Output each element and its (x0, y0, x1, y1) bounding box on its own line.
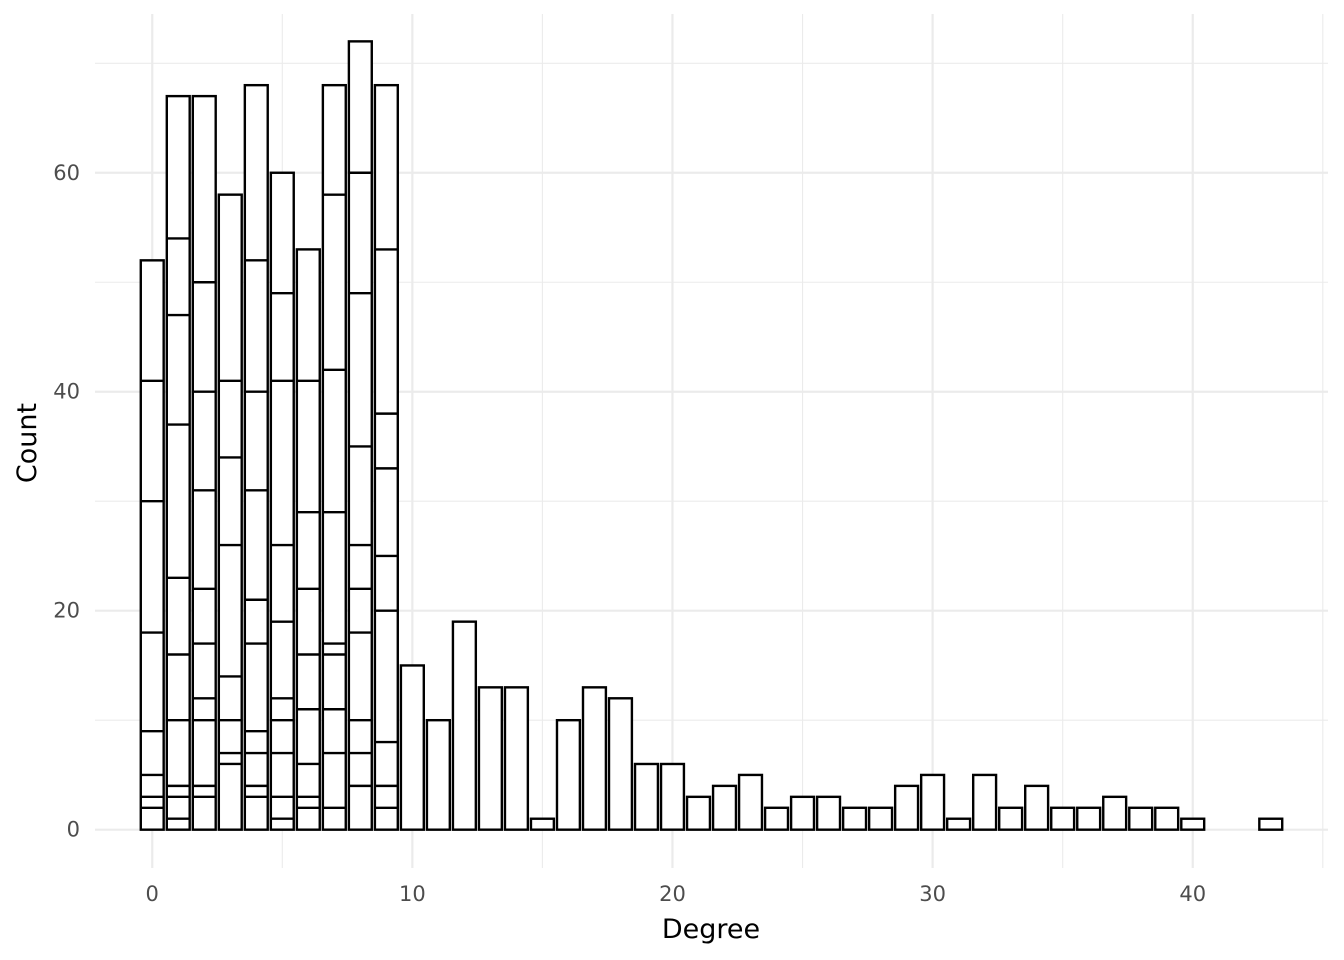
histogram-bar (1154, 806, 1180, 831)
bar-rect (191, 94, 217, 831)
histogram-bar (685, 795, 712, 831)
x-axis-ticks: 0 10 20 30 40 (146, 882, 1207, 906)
bars-layer (139, 40, 1284, 831)
bar-rect (321, 83, 347, 831)
bar-rect (1154, 806, 1180, 831)
bar-rect (425, 718, 452, 831)
bar-rect (373, 83, 399, 831)
bar-rect (815, 795, 842, 831)
bar-rect (269, 171, 295, 831)
bar-rect (503, 686, 530, 831)
bar-rect (971, 773, 998, 831)
bar-rect (399, 664, 426, 831)
histogram-bar (789, 795, 816, 831)
histogram-bar (815, 795, 842, 831)
histogram-bar (477, 686, 504, 831)
bar-rect (893, 784, 920, 831)
y-tick-label: 60 (53, 161, 80, 185)
histogram-bar (217, 193, 243, 831)
histogram-bar (1024, 784, 1050, 831)
x-tick-label: 20 (659, 882, 686, 906)
histogram-bar (971, 773, 998, 831)
bar-rect (1102, 795, 1128, 831)
y-axis-title: Count (12, 403, 43, 483)
histogram-bar (321, 83, 347, 831)
bar-rect (451, 620, 478, 831)
histogram-bar (737, 773, 764, 831)
bar-rect (919, 773, 946, 831)
bar-rect (529, 817, 556, 831)
bar-rect (1258, 817, 1284, 831)
histogram-bar (139, 259, 165, 831)
bar-rect (581, 686, 608, 831)
x-tick-label: 40 (1179, 882, 1206, 906)
bar-rect (1180, 817, 1206, 831)
histogram-bar (399, 664, 426, 831)
histogram-bar (607, 697, 634, 831)
bar-rect (295, 248, 321, 831)
histogram-bar (1180, 817, 1206, 831)
y-tick-label: 0 (67, 818, 80, 842)
histogram-bar (1258, 817, 1284, 831)
x-tick-label: 10 (399, 882, 426, 906)
bar-rect (789, 795, 816, 831)
bar-rect (217, 193, 243, 831)
bar-rect (1076, 806, 1102, 831)
bar-rect (867, 806, 894, 831)
histogram-bar (1128, 806, 1154, 831)
bar-rect (139, 259, 165, 831)
histogram-bar (347, 40, 373, 831)
y-axis-ticks: 0 20 40 60 (53, 161, 80, 842)
bar-rect (243, 83, 269, 831)
histogram-bar (1050, 806, 1076, 831)
histogram-bar (841, 806, 868, 831)
histogram-bar (1102, 795, 1128, 831)
bar-rect (998, 806, 1024, 831)
bar-rect (841, 806, 868, 831)
histogram-bar (1076, 806, 1102, 831)
bar-rect (477, 686, 504, 831)
histogram-bar (581, 686, 608, 831)
bar-rect (737, 773, 764, 831)
bar-rect (711, 784, 738, 831)
histogram-bar (919, 773, 946, 831)
histogram-bar (295, 248, 321, 831)
histogram-bar (425, 718, 452, 831)
histogram-bar (165, 94, 191, 831)
x-tick-label: 0 (146, 882, 159, 906)
histogram-bar (867, 806, 894, 831)
histogram-bar (945, 817, 972, 831)
bar-rect (347, 40, 373, 831)
x-axis-title: Degree (662, 914, 760, 945)
bar-rect (607, 697, 634, 831)
y-tick-label: 20 (53, 599, 80, 623)
bar-rect (659, 762, 686, 831)
histogram-bar (633, 762, 660, 831)
histogram-bar (243, 83, 269, 831)
histogram-bar (893, 784, 920, 831)
bar-rect (1024, 784, 1050, 831)
bar-rect (633, 762, 660, 831)
bar-rect (1128, 806, 1154, 831)
histogram-bar (555, 718, 582, 831)
y-tick-label: 40 (53, 380, 80, 404)
histogram-bar (998, 806, 1024, 831)
x-tick-label: 30 (919, 882, 946, 906)
histogram-bar (529, 817, 556, 831)
histogram-bar (451, 620, 478, 831)
histogram-bar (503, 686, 530, 831)
histogram-bar (373, 83, 399, 831)
histogram-bar (269, 171, 295, 831)
bar-rect (165, 94, 191, 831)
bar-rect (555, 718, 582, 831)
bar-rect (763, 806, 790, 831)
bar-rect (945, 817, 972, 831)
bar-rect (685, 795, 712, 831)
histogram-bar (711, 784, 738, 831)
histogram-bar (191, 94, 217, 831)
histogram-bar (659, 762, 686, 831)
bar-rect (1050, 806, 1076, 831)
histogram-bar (763, 806, 790, 831)
